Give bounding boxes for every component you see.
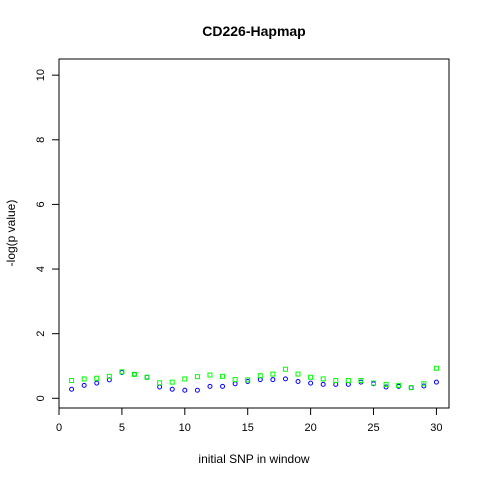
data-point	[245, 377, 251, 383]
y-tick-label: 2	[35, 331, 47, 337]
data-point	[308, 380, 314, 386]
x-tick-label: 30	[430, 422, 442, 434]
data-point	[383, 384, 389, 390]
chart-title: CD226-Hapmap	[202, 23, 305, 39]
y-tick-label: 0	[35, 395, 47, 401]
data-point	[69, 378, 75, 384]
data-point	[157, 384, 163, 390]
data-point	[69, 386, 75, 392]
y-tick-label: 10	[35, 69, 47, 81]
x-tick-label: 0	[56, 422, 62, 434]
series-layer	[69, 365, 439, 393]
data-point	[207, 372, 213, 378]
data-point	[345, 378, 351, 384]
y-axis-label: -log(p value)	[4, 200, 18, 267]
data-point	[169, 386, 175, 392]
data-point	[157, 380, 163, 386]
data-point	[144, 374, 150, 380]
data-point	[295, 371, 301, 377]
data-point	[433, 379, 439, 385]
data-point	[421, 381, 427, 387]
data-point	[119, 369, 125, 375]
data-point	[282, 366, 288, 372]
data-point	[320, 381, 326, 387]
data-point	[220, 383, 226, 389]
data-point	[295, 379, 301, 385]
series-1	[69, 369, 439, 393]
data-point	[333, 378, 339, 384]
data-point	[270, 371, 276, 377]
data-point	[144, 374, 150, 380]
data-point	[257, 373, 263, 379]
data-point	[408, 385, 414, 391]
data-point	[220, 373, 226, 379]
data-point	[194, 387, 200, 393]
data-point	[383, 381, 389, 387]
data-point	[320, 376, 326, 382]
data-point	[433, 365, 439, 371]
x-axis: 0 5 10 15 20 25 30	[56, 407, 443, 434]
data-point	[358, 378, 364, 384]
y-tick-label: 8	[35, 137, 47, 143]
data-point	[232, 377, 238, 383]
x-tick-label: 5	[119, 422, 125, 434]
x-tick-label: 25	[367, 422, 379, 434]
data-point	[371, 380, 377, 386]
plot-frame	[58, 58, 450, 409]
data-point	[396, 382, 402, 388]
data-point	[207, 383, 213, 389]
data-point	[94, 380, 100, 386]
x-tick-label: 20	[304, 422, 316, 434]
y-tick-label: 4	[35, 266, 47, 272]
series-2	[69, 365, 439, 391]
x-tick-label: 10	[179, 422, 191, 434]
data-point	[169, 379, 175, 385]
data-point	[81, 376, 87, 382]
y-tick-label: 6	[35, 201, 47, 207]
data-point	[408, 385, 414, 391]
data-point	[81, 382, 87, 388]
data-point	[106, 373, 112, 379]
data-point	[282, 376, 288, 382]
data-point	[131, 371, 137, 377]
data-point	[308, 374, 314, 380]
data-point	[270, 377, 276, 383]
x-axis-label: initial SNP in window	[198, 452, 309, 466]
data-point	[194, 374, 200, 380]
data-point	[182, 387, 188, 393]
x-tick-label: 15	[242, 422, 254, 434]
data-point	[94, 375, 100, 381]
data-point	[232, 381, 238, 387]
data-point	[182, 376, 188, 382]
data-point	[131, 371, 137, 377]
y-axis: 0 2 4 6 8 10	[35, 69, 60, 401]
